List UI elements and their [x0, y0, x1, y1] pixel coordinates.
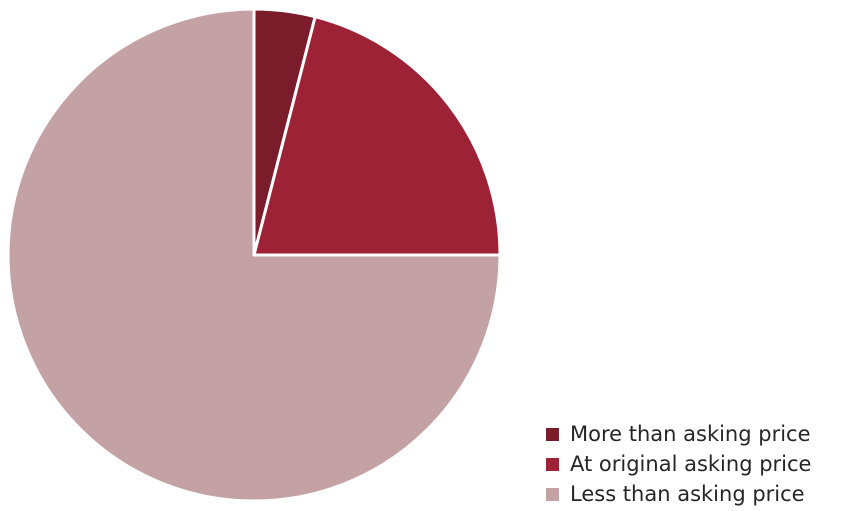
pie-slices [6, 7, 502, 503]
legend-swatch [546, 457, 559, 471]
pie-slice-2 [252, 15, 502, 257]
legend-item-at-original-asking: At original asking price [546, 449, 811, 479]
legend-label: At original asking price [570, 452, 812, 476]
pie-slice-3 [6, 7, 502, 503]
legend-item-less-than-asking: Less than asking price [546, 479, 811, 509]
legend-label: Less than asking price [570, 482, 805, 506]
legend-label: More than asking price [570, 422, 811, 446]
legend-swatch [546, 487, 559, 501]
chart-legend: More than asking price At original askin… [546, 419, 811, 509]
legend-swatch [546, 427, 559, 441]
legend-item-more-than-asking: More than asking price [546, 419, 811, 449]
